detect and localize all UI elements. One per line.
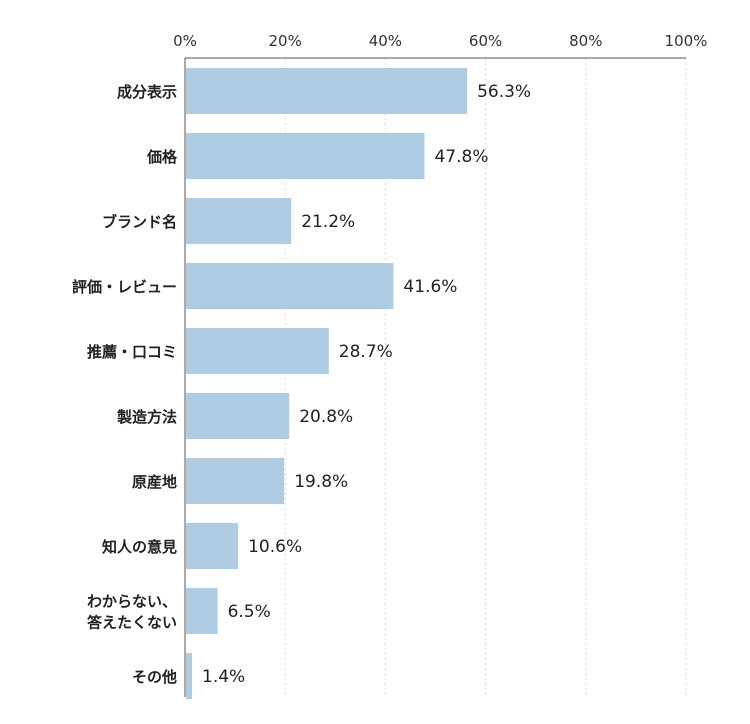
category-label-3: 評価・レビュー [72, 278, 177, 296]
category-label-1: 価格 [146, 148, 178, 166]
category-label-8-line-0: わからない、 [87, 593, 177, 611]
value-label-3: 41.6% [403, 277, 457, 297]
value-label-8: 6.5% [228, 602, 271, 622]
category-label-8-line-1: 答えたくない [87, 614, 177, 632]
category-labels: 成分表示価格ブランド名評価・レビュー推薦・口コミ製造方法原産地知人の意見わからな… [72, 83, 178, 686]
category-label-4: 推薦・口コミ [87, 343, 177, 361]
bar-9 [186, 653, 193, 699]
value-label-2: 21.2% [301, 212, 355, 232]
tick-label-100: 100% [665, 32, 708, 50]
category-label-5: 製造方法 [116, 408, 177, 426]
category-label-0: 成分表示 [117, 83, 177, 101]
bar-4 [186, 328, 329, 374]
category-label-2: ブランド名 [102, 213, 177, 231]
tick-label-60: 60% [469, 32, 502, 50]
value-label-5: 20.8% [299, 407, 353, 427]
bar-3 [186, 263, 394, 309]
x-axis-ticks: 0% 20% 40% 60% 80% 100% [173, 32, 707, 50]
axes [184, 57, 686, 697]
bar-2 [186, 198, 292, 244]
bar-5 [186, 393, 290, 439]
value-label-9: 1.4% [202, 667, 245, 687]
tick-label-0: 0% [173, 32, 197, 50]
bar-0 [186, 68, 468, 114]
category-label-7: 知人の意見 [102, 538, 177, 556]
bar-8 [186, 588, 218, 634]
bar-6 [186, 458, 285, 504]
category-label-6: 原産地 [132, 473, 177, 491]
value-label-4: 28.7% [339, 342, 393, 362]
value-label-6: 19.8% [294, 472, 348, 492]
value-labels: 56.3% 47.8% 21.2% 41.6% 28.7% 20.8% 19.8% 10.6%… [202, 82, 531, 687]
tick-label-40: 40% [369, 32, 402, 50]
tick-label-80: 80% [569, 32, 602, 50]
category-label-9: その他 [132, 668, 177, 686]
value-label-7: 10.6% [248, 537, 302, 557]
tick-label-20: 20% [269, 32, 302, 50]
value-label-1: 47.8% [434, 147, 488, 167]
bar-1 [186, 133, 425, 179]
bars [186, 68, 468, 699]
bar-7 [186, 523, 239, 569]
value-label-0: 56.3% [477, 82, 531, 102]
